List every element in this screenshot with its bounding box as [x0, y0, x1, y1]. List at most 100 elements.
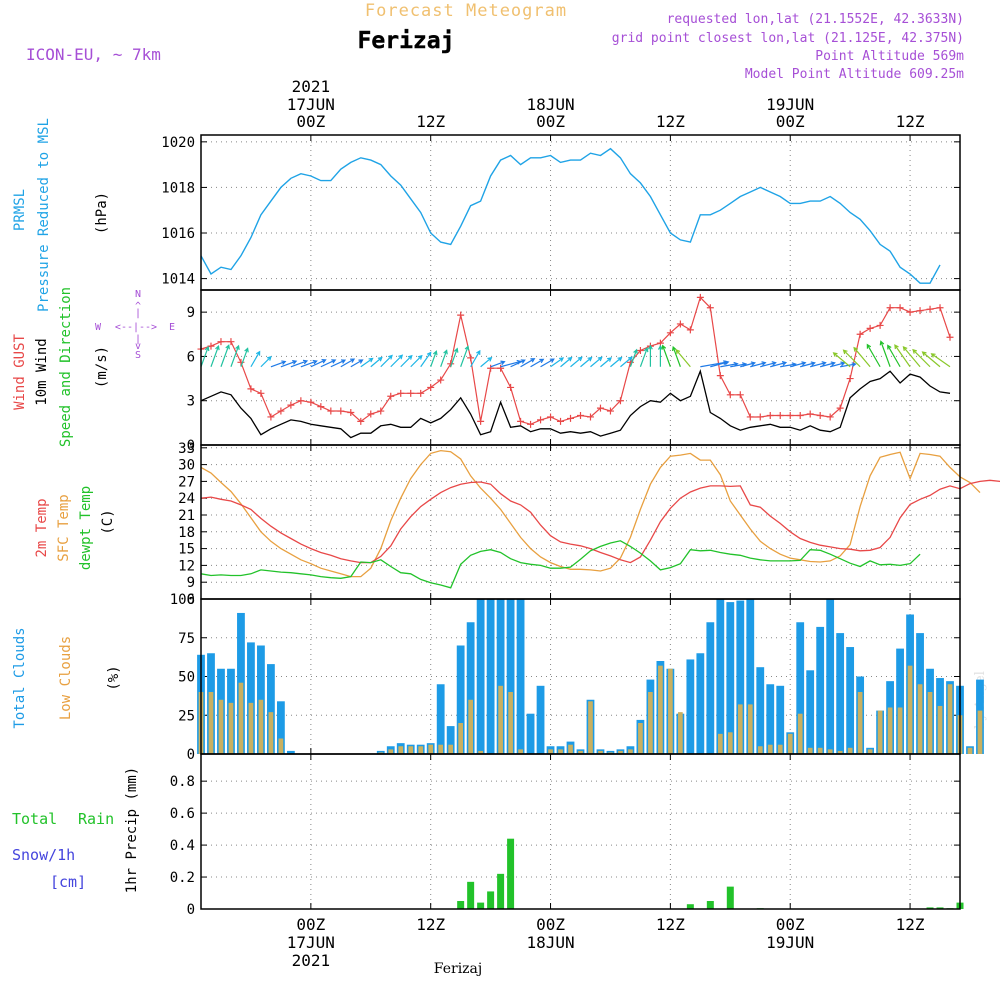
temp-labels: 2m Temp SFC Temp dewpt Temp (C) — [34, 486, 116, 570]
compass-s: S — [135, 350, 141, 361]
wind-direction-arrow — [629, 348, 638, 367]
wind-gust-marker — [886, 304, 894, 312]
precip-label-total: Total — [12, 810, 57, 828]
low-cloud-bar — [877, 710, 883, 754]
wind-direction-arrow — [450, 347, 459, 367]
total-cloud-bar — [496, 599, 505, 754]
wind-gust-marker — [557, 417, 565, 425]
wind-speed-line — [200, 369, 951, 439]
wind-gust-marker — [796, 411, 804, 419]
low-cloud-bar — [817, 747, 823, 754]
wind-gust-marker — [437, 376, 445, 384]
wind-gust-marker — [347, 409, 355, 417]
low-cloud-bar — [737, 704, 743, 754]
total-cloud-bar — [686, 659, 695, 754]
precip-label-snow-unit: [cm] — [50, 873, 86, 891]
temperature-ytick-label: 12 — [178, 558, 195, 574]
wind-gust-marker — [596, 404, 604, 412]
wind-gust-marker — [636, 347, 644, 355]
top-hour-label: 00Z — [536, 112, 565, 131]
dewpt-line — [200, 540, 921, 589]
temperature-ytick-label: 24 — [178, 491, 195, 507]
wind-gust-marker — [217, 338, 225, 346]
wind-direction-arrow — [832, 352, 851, 368]
bottom-hour-label: 00Z — [536, 915, 565, 934]
low-cloud-bar — [807, 747, 813, 754]
wind-gust-marker — [946, 333, 954, 341]
low-cloud-bar — [588, 701, 593, 754]
wind-gust-marker — [517, 417, 525, 425]
low-cloud-bar — [438, 744, 444, 754]
wind-gust-marker — [846, 375, 854, 383]
wind-direction-arrow — [800, 361, 816, 368]
wind-ytick-label: 9 — [187, 305, 195, 321]
total-cloud-bar — [516, 599, 525, 754]
wind-gust-marker — [926, 305, 934, 313]
clouds-panel: 0 25 50 75 100 — [170, 592, 984, 763]
compass-n: N — [135, 289, 141, 300]
wind-direction-arrow — [760, 361, 777, 368]
wind-gust-marker — [606, 407, 614, 415]
low-cloud-bar — [268, 712, 274, 754]
precip-labels: 1hr Precip (mm) Total Rain Snow/1h [cm] — [12, 767, 140, 893]
clouds-ytick-label: 25 — [178, 708, 195, 724]
wind-gust-marker — [567, 414, 575, 422]
wind-direction-arrow — [647, 344, 653, 367]
rain-bar — [726, 886, 734, 909]
grid-point-location: grid point closest lon,lat (21.125E, 42.… — [612, 31, 964, 46]
precip-ytick-label: 0.6 — [170, 806, 195, 822]
temp-label-2m: 2m Temp — [34, 498, 50, 557]
wind-direction-arrow — [912, 348, 931, 368]
wind-gust-marker — [287, 401, 295, 409]
low-cloud-bar — [568, 744, 573, 754]
wind-gust-marker — [247, 385, 255, 393]
compass-rose: N ^ | W <--|--> E | v S — [95, 289, 175, 361]
total-cloud-bar — [776, 685, 785, 754]
clouds-ytick-label: 100 — [170, 592, 195, 608]
wind-gust-marker — [547, 413, 555, 421]
wind-direction-arrow — [390, 354, 404, 368]
total-cloud-bar — [846, 647, 855, 754]
bottom-hour-label: 12Z — [416, 915, 445, 934]
low-cloud-bar — [727, 732, 733, 754]
wind-gust-marker — [427, 383, 435, 391]
total-cloud-bar — [247, 642, 255, 754]
total-cloud-bar — [456, 645, 465, 754]
wind-label-gust: Wind GUST — [12, 334, 28, 410]
low-cloud-bar — [628, 749, 633, 754]
wind-gust-marker — [816, 411, 824, 419]
svg-text:<--|-->: <--|--> — [115, 322, 157, 333]
wind-gust-marker — [826, 413, 834, 421]
wind-gust-marker — [537, 416, 545, 424]
low-cloud-bar — [258, 699, 264, 754]
low-cloud-bar — [797, 713, 803, 754]
total-cloud-bar — [796, 622, 805, 754]
wind-direction-arrow — [250, 350, 261, 368]
temp-label-dewpt: dewpt Temp — [78, 486, 94, 570]
total-cloud-bar — [736, 600, 745, 754]
panels: 1014101610181020036969121518212427303302… — [161, 134, 1000, 918]
total-cloud-bar — [506, 599, 515, 754]
wind-direction-arrow — [520, 358, 536, 368]
low-cloud-bar — [228, 702, 234, 754]
total-cloud-bar — [466, 622, 475, 754]
wind-direction-arrow — [710, 360, 730, 368]
page-title: Ferizaj — [358, 28, 455, 54]
low-cloud-bar — [518, 749, 523, 754]
total-cloud-bar — [746, 599, 755, 754]
low-cloud-bar — [618, 750, 623, 754]
total-cloud-bar — [286, 750, 295, 754]
low-cloud-bar — [897, 707, 903, 754]
total-cloud-bar — [476, 599, 485, 754]
temperature-ytick-label: 6 — [187, 592, 195, 608]
wind-gust-marker — [307, 398, 315, 406]
wind-gust-marker — [776, 411, 784, 419]
wind-ytick-label: 3 — [187, 394, 195, 410]
rain-bar — [467, 881, 475, 909]
wind-direction-arrow — [440, 349, 448, 367]
pressure-line — [200, 147, 941, 284]
temperature-ytick-label: 33 — [178, 441, 195, 457]
top-hour-label: 00Z — [296, 112, 325, 131]
wind-direction-arrow — [480, 356, 493, 368]
wind-gust-marker — [856, 330, 864, 338]
